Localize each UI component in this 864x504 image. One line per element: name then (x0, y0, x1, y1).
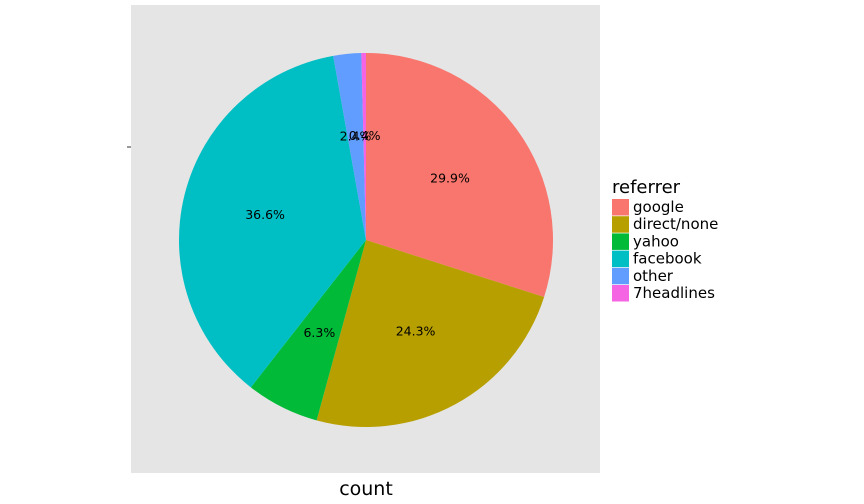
legend: referrer googledirect/noneyahoofacebooko… (612, 177, 718, 302)
pie-slices (178, 53, 553, 428)
legend-items: googledirect/noneyahoofacebookother7head… (612, 198, 718, 302)
legend-swatch (612, 267, 629, 285)
pie-slice-yahoo (250, 240, 366, 421)
legend-swatch (612, 216, 629, 233)
legend-swatch (612, 285, 629, 302)
legend-label: facebook (633, 250, 702, 268)
pie-slice-labels: 29.9% 24.3% 6.3% 36.6% 2.4%0.4% (245, 128, 470, 340)
legend-label: 7headlines (633, 284, 715, 302)
legend-label: yahoo (633, 232, 679, 250)
pie-slice-facebook (178, 55, 366, 388)
pie-slice-google (366, 53, 553, 298)
slice-percent-label: 24.3% (396, 323, 436, 338)
slice-percent-label: 6.3% (303, 325, 335, 340)
pie-slice-7headlines (361, 53, 366, 240)
slice-percent-label: 0.4% (349, 128, 381, 143)
legend-label: direct/none (633, 215, 718, 233)
legend-swatch (612, 199, 629, 216)
legend-label: other (633, 267, 674, 285)
legend-title: referrer (612, 177, 681, 198)
x-axis-title: count (339, 478, 393, 500)
pie-slice-direct-none (316, 240, 545, 428)
legend-swatch (612, 250, 629, 268)
slice-percent-label: 29.9% (430, 171, 470, 186)
slice-percent-label: 2.4% (340, 129, 372, 144)
legend-label: google (633, 198, 684, 216)
legend-swatch (612, 233, 629, 250)
pie-slice-other (333, 53, 366, 240)
slice-percent-label: 36.6% (245, 207, 285, 222)
